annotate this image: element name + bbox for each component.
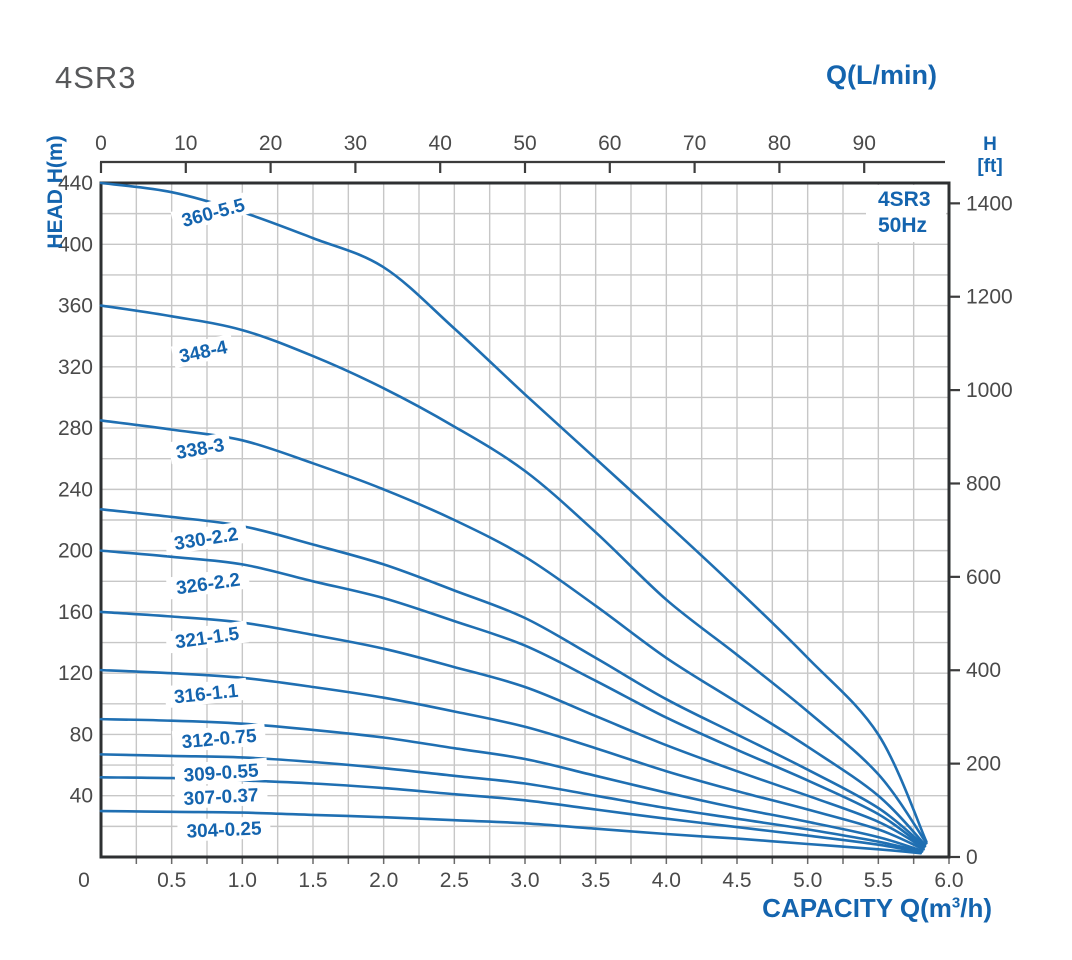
left-axis-tick-label: 360 xyxy=(58,295,93,318)
pump-curve-304-0.25 xyxy=(99,809,922,855)
curve-label-304-0.25: 304-0.25 xyxy=(186,818,262,842)
top-axis-tick-label: 80 xyxy=(768,132,791,155)
curve-label-backdrop xyxy=(174,782,268,810)
bottom-axis-tick-label: 4.0 xyxy=(652,869,681,892)
curve-label-backdrop xyxy=(168,431,232,465)
bottom-axis-tick-label: 1.5 xyxy=(298,869,327,892)
pump-curve-309-0.55 xyxy=(99,753,924,853)
bottom-axis-tick-label: 1.0 xyxy=(228,869,257,892)
pump-curve-312-0.75 xyxy=(99,717,924,853)
left-axis-tick-label: 40 xyxy=(70,785,93,808)
curve-label-309-0.55: 309-0.55 xyxy=(183,760,260,786)
left-axis-tick-label: 280 xyxy=(58,417,93,440)
right-axis-tick-label: 200 xyxy=(966,753,1001,776)
left-axis-tick-label: 440 xyxy=(58,172,93,195)
left-axis-title: HEAD H(m) xyxy=(44,135,67,249)
curve-label-backdrop xyxy=(164,620,250,654)
curve-label-360-5.5: 360-5.5 xyxy=(180,195,248,232)
model-frequency-legend: 4SR3 50Hz xyxy=(870,186,936,242)
right-axis-tick-label: 1400 xyxy=(966,192,1013,215)
top-axis-tick-label: 50 xyxy=(513,132,536,155)
top-axis-tick-label: 20 xyxy=(259,132,282,155)
bottom-axis-tick-label: 3.5 xyxy=(581,869,610,892)
top-axis-title: Q(L/min) xyxy=(826,60,937,90)
curve-label-group-307-0.37: 307-0.37 xyxy=(174,782,268,810)
curve-label-group-348-4: 348-4 xyxy=(170,333,236,369)
top-axis-tick-label: 60 xyxy=(598,132,621,155)
left-axis-tick-label: 320 xyxy=(58,356,93,379)
curve-label-group-312-0.75: 312-0.75 xyxy=(171,722,267,754)
pump-curve-348-4 xyxy=(99,304,928,845)
pump-curve-316-1.1 xyxy=(99,668,925,851)
bottom-axis-tick-label: 5.0 xyxy=(793,869,822,892)
bottom-axis-tick-label: 4.5 xyxy=(722,869,751,892)
curve-label-group-309-0.55: 309-0.55 xyxy=(173,757,269,787)
left-axis-tick-label: 120 xyxy=(58,662,93,685)
curve-label-backdrop xyxy=(173,757,269,787)
curve-label-backdrop xyxy=(163,520,249,556)
top-axis-tick-label: 10 xyxy=(174,132,197,155)
curve-label-backdrop xyxy=(177,815,271,843)
top-axis-tick-label: 70 xyxy=(683,132,706,155)
curve-label-backdrop xyxy=(171,722,267,754)
bottom-axis-tick-label: 2.0 xyxy=(369,869,398,892)
bottom-axis-tick-label: 0.5 xyxy=(157,869,186,892)
curve-label-338-3: 338-3 xyxy=(175,435,227,464)
right-axis-title-line2: [ft] xyxy=(977,156,1003,177)
right-axis-title: H [ft] xyxy=(964,134,1016,178)
bottom-axis-title-suffix: /h) xyxy=(960,893,992,923)
top-axis-tick-label: 0 xyxy=(95,132,107,155)
curve-label-group-326-2.2: 326-2.2 xyxy=(165,566,251,600)
top-axis-tick-label: 30 xyxy=(344,132,367,155)
legend-frequency: 50Hz xyxy=(878,214,928,237)
left-axis-tick-label: 240 xyxy=(58,478,93,501)
top-axis-tick-label: 90 xyxy=(853,132,876,155)
bottom-axis-title: CAPACITY Q(m3/h) xyxy=(760,893,992,924)
bottom-axis-tick-label: 6.0 xyxy=(934,869,963,892)
right-axis-tick-label: 400 xyxy=(966,659,1001,682)
page-title: 4SR3 xyxy=(55,60,137,95)
plot-border xyxy=(99,181,951,859)
top-axis-tick-label: 40 xyxy=(429,132,452,155)
right-axis-tick-label: 600 xyxy=(966,566,1001,589)
bottom-axis-tick-label: 2.5 xyxy=(440,869,469,892)
curve-label-348-4: 348-4 xyxy=(177,337,229,368)
curve-label-321-1.5: 321-1.5 xyxy=(174,624,241,654)
curve-label-backdrop xyxy=(170,190,256,234)
bottom-axis-tick-label: 3.0 xyxy=(510,869,539,892)
curve-label-backdrop xyxy=(165,566,251,600)
right-axis-tick-label: 0 xyxy=(966,846,978,869)
pump-curve-326-2.2 xyxy=(99,549,925,849)
bottom-axis-tick-label: 0 xyxy=(78,869,90,892)
curve-label-backdrop xyxy=(170,333,236,369)
right-axis-tick-label: 1200 xyxy=(966,286,1013,309)
curve-label-326-2.2: 326-2.2 xyxy=(175,570,242,600)
bottom-axis-title-sup: 3 xyxy=(951,894,961,912)
curve-label-backdrop xyxy=(163,677,249,709)
bottom-axis-title-prefix: CAPACITY Q(m xyxy=(762,893,952,923)
right-axis-title-line1: H xyxy=(983,134,997,155)
curve-label-group-304-0.25: 304-0.25 xyxy=(177,815,271,843)
right-axis-tick-label: 1000 xyxy=(966,379,1013,402)
curve-label-group-338-3: 338-3 xyxy=(168,431,232,465)
bottom-axis-tick-label: 5.5 xyxy=(864,869,893,892)
legend-model: 4SR3 xyxy=(878,188,931,211)
right-axis-tick-label: 800 xyxy=(966,472,1001,495)
left-axis-tick-label: 160 xyxy=(58,601,93,624)
curve-label-307-0.37: 307-0.37 xyxy=(183,785,259,810)
pump-curve-338-3 xyxy=(99,419,927,846)
left-axis-tick-label: 200 xyxy=(58,540,93,563)
left-axis-tick-label: 400 xyxy=(58,233,93,256)
left-axis-tick-label: 80 xyxy=(70,723,93,746)
